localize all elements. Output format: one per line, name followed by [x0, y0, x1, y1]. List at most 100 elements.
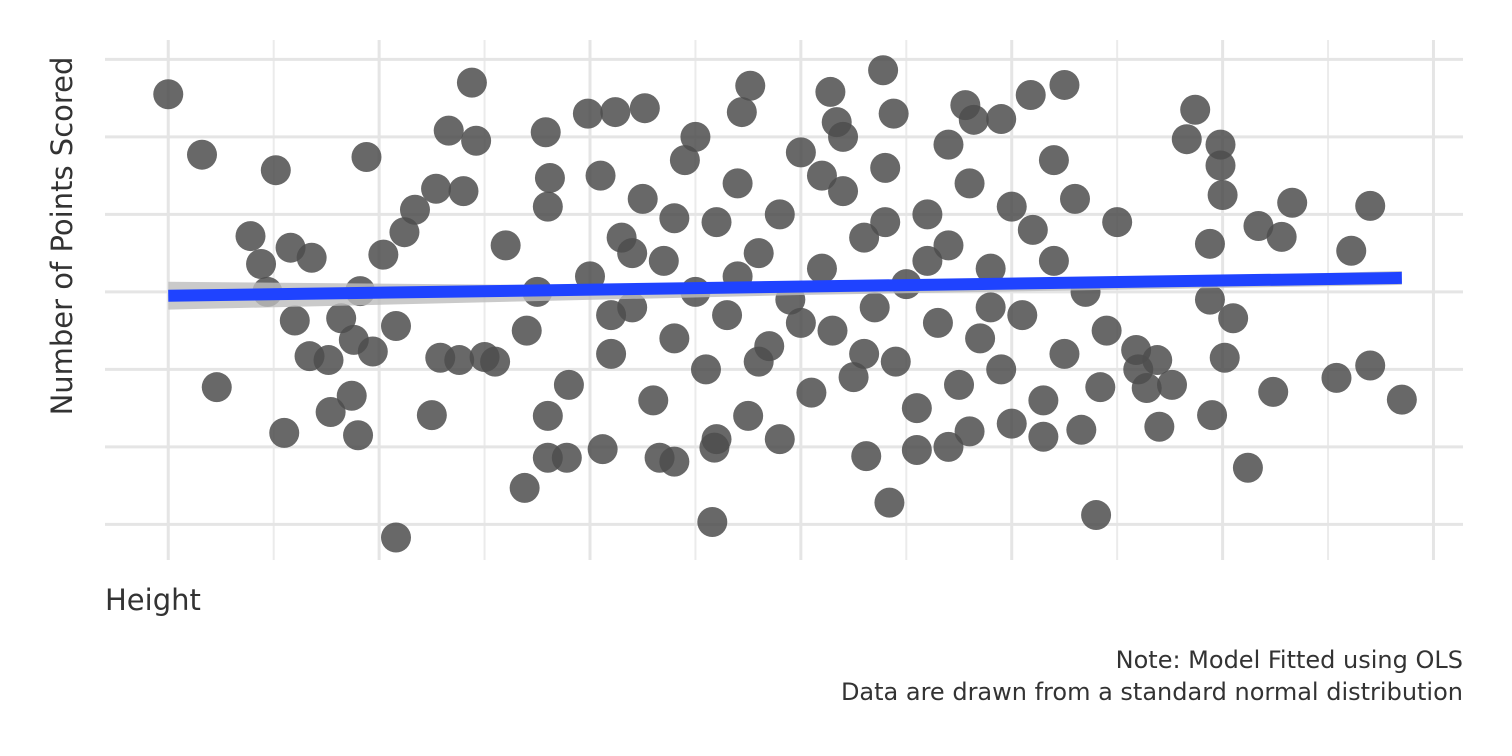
- point: [986, 354, 1017, 385]
- point: [1017, 214, 1048, 245]
- point: [697, 507, 728, 538]
- point: [954, 168, 985, 199]
- point: [534, 162, 565, 193]
- point: [712, 300, 743, 331]
- point: [638, 385, 669, 416]
- point: [785, 137, 816, 168]
- point: [680, 121, 711, 152]
- point: [448, 176, 479, 207]
- point: [1091, 315, 1122, 346]
- point: [764, 424, 795, 455]
- point: [922, 307, 953, 338]
- point: [587, 434, 618, 465]
- point: [954, 416, 985, 447]
- point: [315, 396, 346, 427]
- point: [669, 145, 700, 176]
- point: [1038, 145, 1069, 176]
- point: [1066, 414, 1097, 445]
- point: [1171, 124, 1202, 155]
- point: [381, 310, 411, 341]
- point: [796, 377, 827, 408]
- point: [901, 393, 932, 424]
- point: [617, 238, 648, 269]
- point: [815, 76, 846, 107]
- point: [874, 487, 905, 518]
- point: [532, 400, 563, 431]
- point: [551, 442, 582, 473]
- point: [368, 239, 399, 270]
- point: [511, 315, 542, 346]
- point: [975, 253, 1006, 284]
- point: [733, 400, 764, 431]
- point: [868, 55, 899, 86]
- point: [1386, 384, 1417, 415]
- point: [735, 70, 766, 101]
- point: [399, 194, 430, 225]
- point: [381, 522, 411, 553]
- point: [1355, 350, 1386, 381]
- point: [1028, 385, 1059, 416]
- point: [1207, 179, 1238, 210]
- point: [1209, 342, 1240, 373]
- point: [648, 245, 679, 276]
- point: [480, 346, 511, 377]
- point: [996, 191, 1027, 222]
- point: [986, 104, 1017, 135]
- point: [659, 203, 690, 234]
- point: [600, 97, 631, 128]
- point: [187, 139, 217, 170]
- point: [659, 446, 690, 477]
- point: [878, 98, 909, 129]
- point: [627, 183, 658, 214]
- point: [433, 115, 464, 146]
- point: [1258, 376, 1289, 407]
- point: [828, 121, 859, 152]
- point: [596, 300, 627, 331]
- point: [859, 292, 890, 323]
- fit-line: [168, 271, 1402, 302]
- point: [389, 217, 420, 248]
- point: [912, 199, 943, 230]
- point: [530, 117, 561, 148]
- point: [1197, 400, 1228, 431]
- point: [1232, 452, 1263, 483]
- point: [1049, 338, 1080, 369]
- point: [1321, 362, 1352, 393]
- point: [336, 380, 367, 411]
- point: [958, 104, 989, 135]
- point: [912, 245, 943, 276]
- point: [849, 222, 880, 253]
- point: [933, 431, 964, 462]
- point: [1157, 369, 1187, 400]
- point: [1194, 284, 1225, 315]
- point: [596, 338, 627, 369]
- point: [726, 97, 757, 128]
- point: [690, 354, 721, 385]
- point: [461, 125, 492, 156]
- point: [235, 221, 266, 252]
- point: [1081, 500, 1112, 531]
- point: [806, 160, 837, 191]
- point: [629, 93, 660, 124]
- point: [1060, 183, 1090, 214]
- caption: Data are drawn from a standard normal di…: [841, 678, 1463, 706]
- point: [764, 199, 795, 230]
- point: [659, 323, 690, 354]
- point: [1085, 372, 1116, 403]
- point: [1028, 421, 1059, 452]
- point: [1218, 303, 1249, 334]
- point: [421, 173, 452, 204]
- point: [1144, 411, 1175, 442]
- point: [532, 191, 563, 222]
- point: [828, 176, 859, 207]
- point: [817, 315, 848, 346]
- caption: Note: Model Fitted using OLS: [1116, 646, 1463, 674]
- point: [1180, 94, 1211, 125]
- point: [880, 346, 911, 377]
- point: [975, 292, 1006, 323]
- point: [1194, 228, 1225, 259]
- point: [849, 338, 880, 369]
- point: [153, 79, 184, 110]
- point: [944, 369, 975, 400]
